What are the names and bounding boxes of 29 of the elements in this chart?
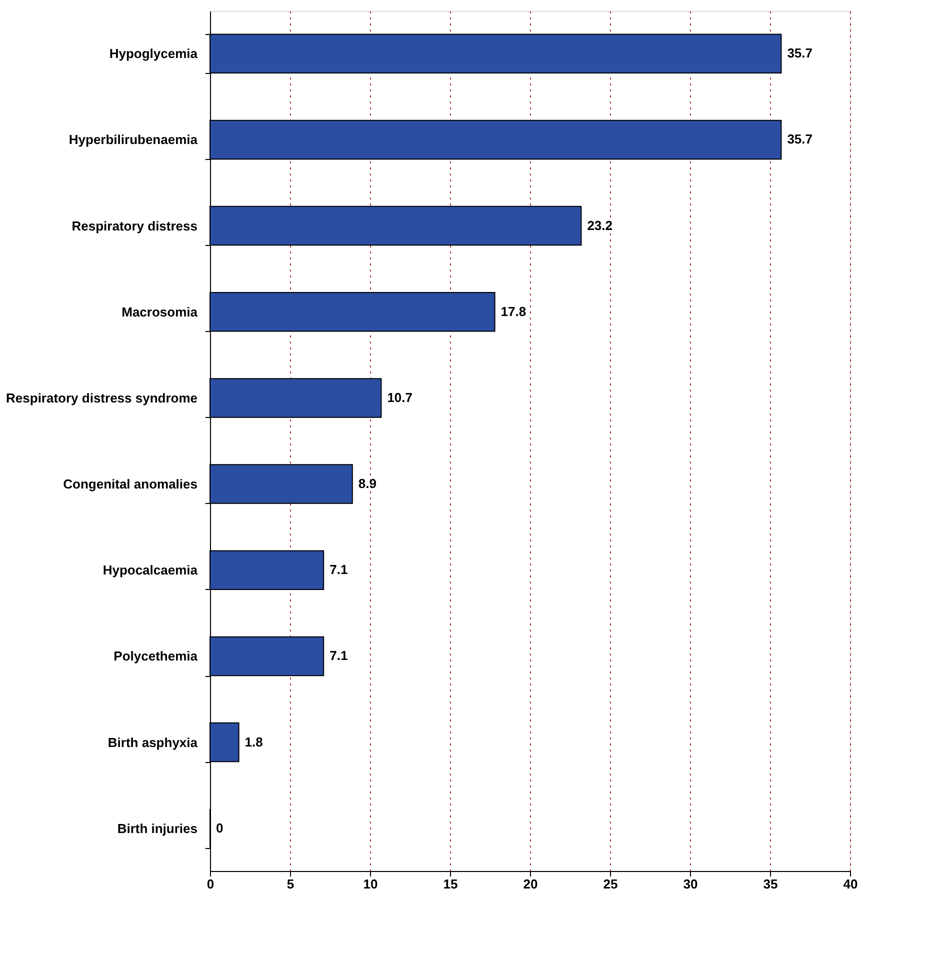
- x-tick-label: 40: [843, 876, 858, 892]
- y-tick-label: Polycethemia: [114, 648, 198, 664]
- x-tick-label: 5: [286, 876, 294, 892]
- y-tick-label: Respiratory distress: [72, 218, 198, 234]
- x-tick-label: 10: [363, 876, 378, 892]
- data-label: 23.2: [587, 218, 613, 233]
- data-label: 7.1: [330, 648, 348, 664]
- x-tick-label: 35: [763, 876, 778, 892]
- data-label: 10.7: [387, 390, 413, 405]
- y-tick-label: Hypoglycemia: [109, 46, 198, 62]
- data-label: 17.8: [500, 304, 526, 319]
- x-tick-label: 15: [443, 876, 458, 892]
- y-tick-label: Birth asphyxia: [108, 734, 198, 750]
- y-tick-label: Hypocalcaemia: [102, 562, 198, 578]
- x-tick-label: 0: [206, 876, 214, 892]
- data-label: 8.9: [358, 476, 376, 492]
- y-tick-label: Hyperbilirubenaemia: [68, 132, 198, 148]
- y-tick-label: Birth injuries: [117, 820, 198, 836]
- data-label: 35.7: [787, 46, 813, 61]
- y-tick-label: Congenital anomalies: [63, 476, 198, 492]
- data-label: 1.8: [244, 734, 263, 750]
- data-label: 7.1: [330, 562, 348, 578]
- y-tick-label: Macrosomia: [122, 304, 198, 320]
- x-tick-label: 25: [603, 876, 618, 892]
- x-tick-label: 30: [683, 876, 698, 892]
- y-tick-label: Respiratory distress syndrome: [6, 390, 198, 406]
- data-label: 0: [216, 820, 224, 836]
- x-tick-label: 20: [523, 876, 538, 892]
- data-label: 35.7: [787, 132, 813, 147]
